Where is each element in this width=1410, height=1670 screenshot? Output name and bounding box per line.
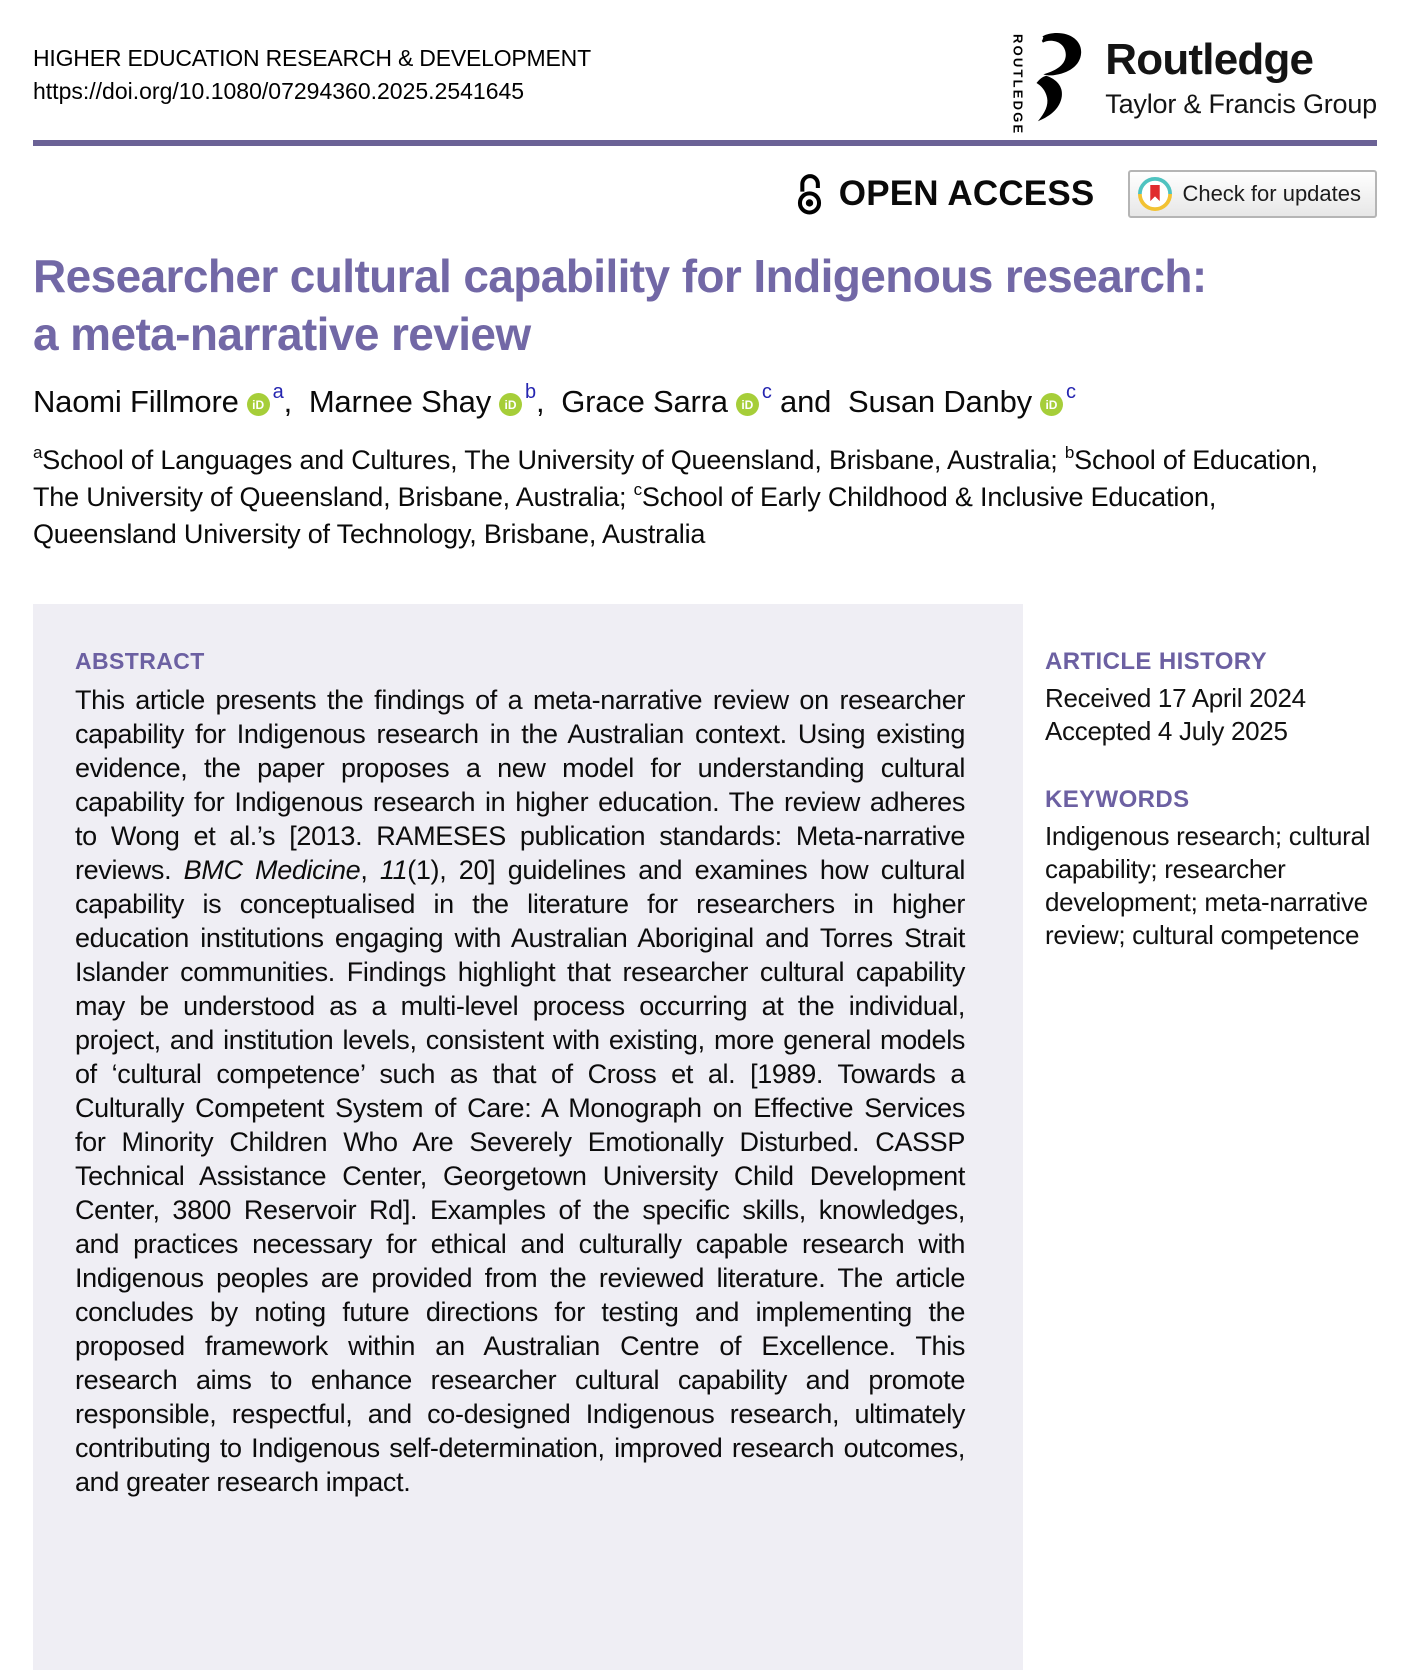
keywords-block: KEYWORDS Indigenous research; cultural c… [1045, 786, 1377, 952]
keywords-text: Indigenous research; cultural capability… [1045, 820, 1371, 950]
affiliation-text: School of Languages and Cultures, The Un… [42, 444, 1065, 475]
abstract-segment: (1), 20] guidelines and examines how cul… [75, 854, 966, 1497]
author: Grace Sarra iD c and [561, 380, 840, 419]
abstract-text: This article presents the findings of a … [75, 683, 965, 1499]
doi-link[interactable]: https://doi.org/10.1080/07294360.2025.25… [33, 78, 525, 105]
open-access-label: OPEN ACCESS [838, 174, 1095, 213]
affiliation-mark: b [1064, 442, 1075, 462]
crossmark-icon [1138, 177, 1173, 211]
keywords-heading: KEYWORDS [1045, 785, 1190, 813]
author-name: Marnee Shay [308, 383, 491, 419]
abstract-segment: , [360, 854, 380, 885]
orcid-icon[interactable]: iD [735, 393, 759, 417]
orcid-icon-text: iD [504, 397, 517, 412]
abstract-box: ABSTRACT This article presents the findi… [33, 603, 1023, 1670]
article-history-block: ARTICLE HISTORY Received 17 April 2024 Ac… [1045, 648, 1377, 748]
article-title-line2: a meta-narrative review [33, 307, 531, 360]
abstract-segment: This article presents the findings of a … [75, 684, 965, 885]
access-row: OPEN ACCESS Check for updates [33, 170, 1377, 218]
article-history-line: Received 17 April 2024 [1045, 682, 1306, 713]
affiliations: aSchool of Languages and Cultures, The U… [33, 442, 1323, 554]
author-separator: and [771, 383, 840, 419]
orcid-icon[interactable]: iD [246, 393, 270, 417]
affiliation-mark: c [633, 480, 643, 500]
orcid-icon[interactable]: iD [1039, 393, 1063, 417]
abstract-segment: 11 [379, 854, 408, 885]
author-affiliation-mark: a [272, 380, 284, 403]
author-name: Naomi Fillmore [33, 383, 239, 419]
orcid-icon-text: iD [741, 397, 754, 412]
author: Susan Danby iD c [848, 380, 1076, 419]
article-history-heading: ARTICLE HISTORY [1045, 647, 1268, 675]
article-title-line1: Researcher cultural capability for Indig… [33, 250, 1207, 302]
check-for-updates-button[interactable]: Check for updates [1128, 170, 1377, 218]
author-affiliation-mark: c [761, 380, 772, 403]
affiliation-item: aSchool of Languages and Cultures, The U… [33, 442, 1065, 475]
author: Marnee Shay iD b, [308, 380, 553, 419]
routledge-r-icon [1036, 33, 1082, 122]
affiliation-mark: a [33, 442, 43, 462]
author-separator: , [283, 383, 301, 419]
orcid-icon-text: iD [252, 397, 265, 412]
affiliation-text: School of Education, The University of Q… [33, 444, 1318, 513]
abstract-section: ABSTRACT This article presents the findi… [33, 603, 1377, 1670]
affiliation-item: cSchool of Early Childhood & Inclusive E… [33, 480, 1217, 550]
author-name: Susan Danby [848, 383, 1032, 419]
journal-block: HIGHER EDUCATION RESEARCH & DEVELOPMENT … [33, 42, 591, 109]
open-access-badge: OPEN ACCESS [794, 173, 1095, 215]
author-separator: , [535, 383, 553, 419]
divider-rule [33, 140, 1377, 146]
journal-name: HIGHER EDUCATION RESEARCH & DEVELOPMENT [33, 45, 591, 71]
open-access-padlock-icon [797, 174, 821, 215]
author-affiliation-mark: c [1065, 380, 1076, 403]
check-for-updates-label: Check for updates [1182, 181, 1361, 206]
author: Naomi Fillmore iD a, [33, 380, 301, 419]
routledge-vertical-text: ROUTLEDGE [1010, 34, 1026, 136]
publisher-names: Routledge Taylor & Francis Group [1105, 38, 1377, 120]
orcid-icon-text: iD [1045, 397, 1058, 412]
author-name: Grace Sarra [561, 383, 728, 419]
publisher-group: Taylor & Francis Group [1105, 89, 1377, 119]
publisher-logo: ROUTLEDGE Routledge Taylor & Francis Gro… [1010, 32, 1377, 136]
article-history-line: Accepted 4 July 2025 [1045, 715, 1288, 746]
author-list: Naomi Fillmore iD a, Marnee Shay iD b, Grace… [33, 380, 1377, 420]
article-meta-sidebar: ARTICLE HISTORY Received 17 April 2024 Ac… [1045, 604, 1377, 1670]
abstract-heading: ABSTRACT [75, 647, 205, 674]
affiliation-item: bSchool of Education, The University of … [33, 442, 1318, 513]
publisher-name: Routledge [1105, 35, 1314, 84]
author-affiliation-mark: b [525, 380, 536, 403]
orcid-icon[interactable]: iD [499, 393, 522, 417]
article-history-lines: Received 17 April 2024 Accepted 4 July 20… [1045, 682, 1377, 748]
article-title: Researcher cultural capability for Indig… [33, 248, 1377, 364]
abstract-segment: BMC Medicine [183, 854, 361, 885]
masthead: HIGHER EDUCATION RESEARCH & DEVELOPMENT … [33, 30, 1377, 136]
affiliation-text: School of Early Childhood & Inclusive Ed… [33, 482, 1217, 550]
